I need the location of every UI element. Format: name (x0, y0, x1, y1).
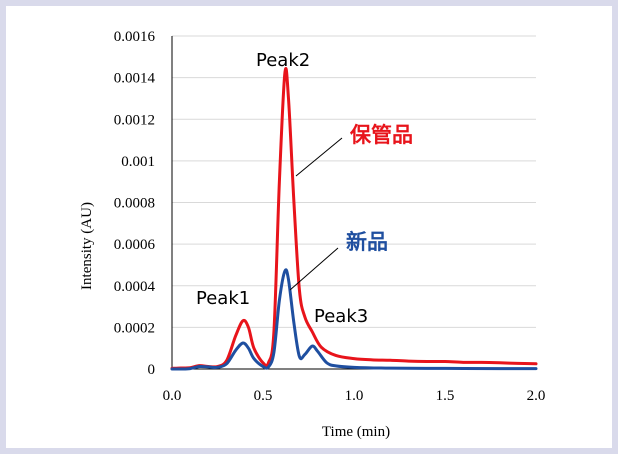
y-tick-label: 0.0008 (114, 196, 155, 212)
y-tick-label: 0.0006 (114, 237, 156, 253)
x-tick-label: 1.5 (436, 388, 455, 404)
y-tick-label: 0 (148, 362, 156, 378)
y-tick-label: 0.001 (121, 154, 155, 170)
x-tick-label: 2.0 (527, 388, 546, 404)
y-tick-label: 0.0012 (114, 112, 155, 128)
y-tick-label: 0.0014 (114, 71, 156, 87)
x-tick-label: 0.0 (163, 388, 182, 404)
peak1-label: Peak1 (196, 288, 250, 309)
x-tick-labels: 0.0 0.5 1.0 1.5 2.0 (163, 388, 546, 404)
new-leader-line (289, 247, 339, 291)
y-tick-label: 0.0002 (114, 320, 155, 336)
peak2-label: Peak2 (256, 50, 310, 71)
y-axis-title: Intensity (AU) (79, 202, 95, 290)
x-tick-label: 1.0 (345, 388, 364, 404)
x-axis-title: Time (min) (322, 424, 390, 440)
new-series-label: 新品 (346, 230, 388, 254)
y-tick-label: 0.0004 (114, 279, 156, 295)
x-tick-label: 0.5 (254, 388, 273, 404)
series-line (170, 66, 538, 370)
series-lines (170, 66, 538, 371)
stored-series-label: 保管品 (349, 123, 413, 147)
y-tick-labels: 0 0.0002 0.0004 0.0006 0.0008 0.001 0.0012 0.00… (114, 29, 156, 378)
series-line (170, 268, 538, 371)
peak3-label: Peak3 (314, 306, 368, 327)
y-tick-label: 0.0016 (114, 29, 156, 45)
stored-leader-line (295, 137, 343, 177)
